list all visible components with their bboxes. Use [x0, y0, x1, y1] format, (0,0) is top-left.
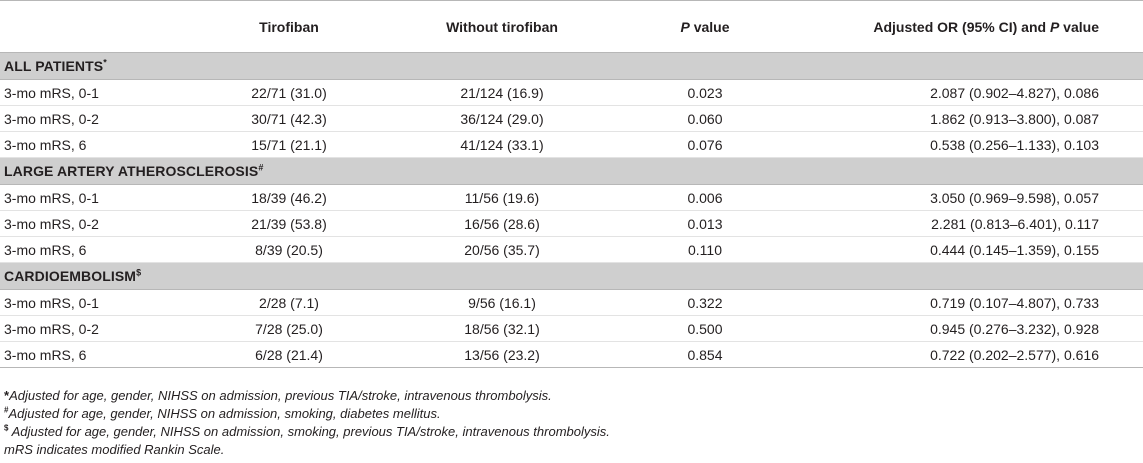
header-p-italic: P — [680, 18, 690, 35]
p-value: 0.854 — [620, 341, 790, 368]
adjusted-or-value: 0.719 (0.107–4.807), 0.733 — [790, 289, 1143, 316]
row-label: 3-mo mRS, 0-2 — [0, 210, 194, 237]
footnote: *Adjusted for age, gender, NIHSS on admi… — [4, 387, 610, 405]
p-value: 0.500 — [620, 315, 790, 342]
footnote-text: Adjusted for age, gender, NIHSS on admis… — [8, 424, 610, 439]
p-value: 0.110 — [620, 236, 790, 263]
table-row: 3-mo mRS, 0-2 21/39 (53.8) 16/56 (28.6) … — [0, 210, 1143, 237]
without-tirofiban-value: 16/56 (28.6) — [384, 210, 620, 237]
header-adjusted-post: value — [1059, 18, 1099, 35]
header-tirofiban: Tirofiban — [194, 0, 384, 53]
footnote: mRS indicates modified Rankin Scale. — [4, 441, 610, 459]
row-label: 3-mo mRS, 0-1 — [0, 289, 194, 316]
table-row: 3-mo mRS, 0-2 30/71 (42.3) 36/124 (29.0)… — [0, 105, 1143, 132]
p-value: 0.322 — [620, 289, 790, 316]
section-title-cell: ALL PATIENTS* — [0, 52, 1143, 80]
without-tirofiban-value: 41/124 (33.1) — [384, 131, 620, 158]
without-tirofiban-value: 9/56 (16.1) — [384, 289, 620, 316]
p-value: 0.013 — [620, 210, 790, 237]
section-marker: $ — [136, 267, 142, 278]
table-row: 3-mo mRS, 0-2 7/28 (25.0) 18/56 (32.1) 0… — [0, 315, 1143, 342]
p-value: 0.076 — [620, 131, 790, 158]
adjusted-or-value: 0.945 (0.276–3.232), 0.928 — [790, 315, 1143, 342]
adjusted-or-value: 2.281 (0.813–6.401), 0.117 — [790, 210, 1143, 237]
without-tirofiban-value: 20/56 (35.7) — [384, 236, 620, 263]
without-tirofiban-value: 18/56 (32.1) — [384, 315, 620, 342]
row-label: 3-mo mRS, 6 — [0, 131, 194, 158]
without-tirofiban-value: 13/56 (23.2) — [384, 341, 620, 368]
footnotes: *Adjusted for age, gender, NIHSS on admi… — [4, 387, 610, 459]
tirofiban-value: 8/39 (20.5) — [194, 236, 384, 263]
p-value: 0.060 — [620, 105, 790, 132]
section-title-cell: LARGE ARTERY ATHEROSCLEROSIS# — [0, 157, 1143, 185]
tirofiban-value: 7/28 (25.0) — [194, 315, 384, 342]
footnote: $ Adjusted for age, gender, NIHSS on adm… — [4, 423, 610, 441]
adjusted-or-value: 0.538 (0.256–1.133), 0.103 — [790, 131, 1143, 158]
table-row: 3-mo mRS, 6 8/39 (20.5) 20/56 (35.7) 0.1… — [0, 236, 1143, 263]
tirofiban-value: 18/39 (46.2) — [194, 184, 384, 211]
header-adjusted-pre: Adjusted OR (95% CI) and — [873, 18, 1050, 35]
header-label — [0, 0, 194, 53]
section-header-large-artery-atherosclerosis: LARGE ARTERY ATHEROSCLEROSIS# — [0, 157, 1143, 185]
section-header-cardioembolism: CARDIOEMBOLISM$ — [0, 262, 1143, 290]
adjusted-or-value: 3.050 (0.969–9.598), 0.057 — [790, 184, 1143, 211]
footnote-marker: * — [4, 388, 10, 403]
header-p-value: P value — [620, 0, 790, 53]
footnote-text: mRS indicates modified Rankin Scale. — [4, 442, 225, 457]
section-title: ALL PATIENTS — [4, 58, 104, 74]
table-row: 3-mo mRS, 0-1 22/71 (31.0) 21/124 (16.9)… — [0, 79, 1143, 106]
header-adjusted-p-italic: P — [1049, 18, 1060, 35]
section-title: LARGE ARTERY ATHEROSCLEROSIS — [4, 163, 259, 179]
tirofiban-value: 21/39 (53.8) — [194, 210, 384, 237]
footnote-text: Adjusted for age, gender, NIHSS on admis… — [9, 388, 552, 403]
header-without-tirofiban: Without tirofiban — [384, 0, 620, 53]
table-row: 3-mo mRS, 0-1 18/39 (46.2) 11/56 (19.6) … — [0, 184, 1143, 211]
row-label: 3-mo mRS, 6 — [0, 341, 194, 368]
header-adjusted-or: Adjusted OR (95% CI) and P value — [790, 0, 1143, 53]
table-row: 3-mo mRS, 6 6/28 (21.4) 13/56 (23.2) 0.8… — [0, 341, 1143, 368]
tirofiban-value: 22/71 (31.0) — [194, 79, 384, 106]
tirofiban-value: 30/71 (42.3) — [194, 105, 384, 132]
section-marker: * — [103, 57, 107, 68]
table-row: 3-mo mRS, 6 15/71 (21.1) 41/124 (33.1) 0… — [0, 131, 1143, 158]
adjusted-or-value: 1.862 (0.913–3.800), 0.087 — [790, 105, 1143, 132]
row-label: 3-mo mRS, 0-1 — [0, 184, 194, 211]
section-title-cell: CARDIOEMBOLISM$ — [0, 262, 1143, 290]
footnote: #Adjusted for age, gender, NIHSS on admi… — [4, 405, 610, 423]
section-title: CARDIOEMBOLISM — [4, 268, 137, 284]
tirofiban-value: 2/28 (7.1) — [194, 289, 384, 316]
adjusted-or-value: 0.722 (0.202–2.577), 0.616 — [790, 341, 1143, 368]
header-p-rest: value — [689, 18, 730, 35]
header-row: Tirofiban Without tirofiban P value Adju… — [0, 0, 1143, 53]
footnote-marker: # — [4, 405, 9, 415]
without-tirofiban-value: 11/56 (19.6) — [384, 184, 620, 211]
without-tirofiban-value: 36/124 (29.0) — [384, 105, 620, 132]
adjusted-or-value: 2.087 (0.902–4.827), 0.086 — [790, 79, 1143, 106]
row-label: 3-mo mRS, 6 — [0, 236, 194, 263]
tirofiban-value: 6/28 (21.4) — [194, 341, 384, 368]
row-label: 3-mo mRS, 0-1 — [0, 79, 194, 106]
row-label: 3-mo mRS, 0-2 — [0, 105, 194, 132]
adjusted-or-value: 0.444 (0.145–1.359), 0.155 — [790, 236, 1143, 263]
p-value: 0.006 — [620, 184, 790, 211]
row-label: 3-mo mRS, 0-2 — [0, 315, 194, 342]
footnote-marker: $ — [4, 423, 9, 433]
p-value: 0.023 — [620, 79, 790, 106]
section-marker: # — [258, 162, 264, 173]
tirofiban-value: 15/71 (21.1) — [194, 131, 384, 158]
outcomes-table: Tirofiban Without tirofiban P value Adju… — [0, 0, 1143, 368]
table-row: 3-mo mRS, 0-1 2/28 (7.1) 9/56 (16.1) 0.3… — [0, 289, 1143, 316]
section-header-all-patients: ALL PATIENTS* — [0, 52, 1143, 80]
footnote-text: Adjusted for age, gender, NIHSS on admis… — [8, 406, 441, 421]
without-tirofiban-value: 21/124 (16.9) — [384, 79, 620, 106]
